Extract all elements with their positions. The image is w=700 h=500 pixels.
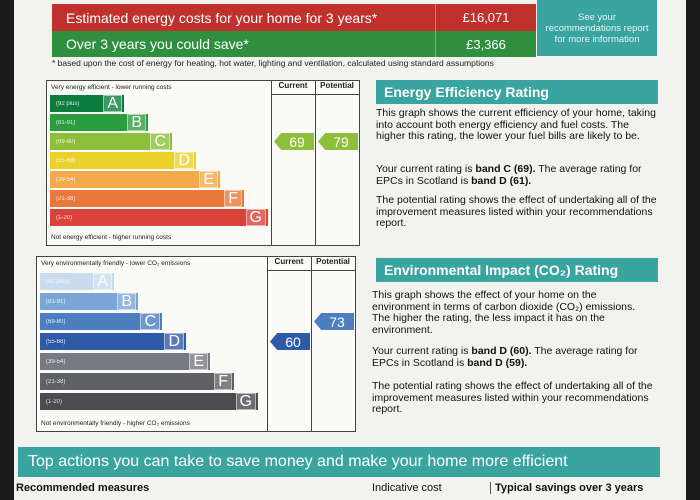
- energy-efficiency-chart: Very energy efficient - lower running co…: [46, 80, 360, 246]
- band-range: (69-80): [56, 138, 76, 145]
- band-letter: G: [235, 393, 256, 410]
- energy-potential-column: [315, 81, 316, 245]
- env-bottom-label: Not environmentally friendly - higher CO…: [41, 420, 190, 427]
- band-range: (81-91): [46, 298, 66, 305]
- band-letter: B: [117, 293, 136, 310]
- energy-bottom-label: Not energy efficient - higher running co…: [51, 234, 172, 241]
- band-range: (55-68): [56, 157, 76, 164]
- env-top-label: Very environmentally friendly - lower CO…: [41, 260, 191, 267]
- energy-efficiency-title: Energy Efficiency Rating: [376, 80, 658, 104]
- band-letter: B: [127, 114, 146, 131]
- env-description: This graph shows the effect of your home…: [372, 289, 636, 336]
- savings-label: Over 3 years you could save*: [66, 36, 249, 52]
- band-letter: F: [214, 373, 232, 390]
- env-current-rating-text: Your current rating is band D (60). The …: [372, 345, 638, 369]
- rating-band-g: (1-20) G: [40, 393, 258, 410]
- band-range: (21-38): [46, 378, 66, 385]
- band-letter: D: [164, 333, 184, 350]
- rating-band-g: (1-20) G: [50, 209, 268, 226]
- energy-potential-header: Potential: [315, 81, 359, 95]
- rating-band-d: (55-68) D: [40, 333, 186, 350]
- rating-band-b: (81-91) B: [40, 293, 138, 310]
- potential-rating-arrow: 73: [314, 313, 354, 330]
- band-letter: D: [174, 152, 194, 169]
- rating-band-c: (69-80) C: [50, 133, 172, 150]
- env-current-header: Current: [267, 257, 311, 271]
- band-letter: F: [224, 190, 242, 207]
- typical-savings-header: Typical savings over 3 years: [490, 482, 643, 494]
- band-range: (55-68): [46, 338, 66, 345]
- see-recommendations-note: See your recommendations report for more…: [537, 0, 657, 56]
- cost-footnote: * based upon the cost of energy for heat…: [52, 58, 494, 68]
- band-range: (1-20): [46, 398, 63, 405]
- potential-rating-arrow: 79: [318, 133, 358, 150]
- current-rating-arrow: 60: [270, 333, 310, 350]
- env-current-column: [267, 257, 268, 431]
- rating-band-a: (92 plus) A: [40, 273, 114, 290]
- band-range: (1-20): [56, 214, 73, 221]
- band-letter: E: [189, 353, 208, 370]
- band-range: (39-54): [46, 358, 66, 365]
- energy-description: This graph shows the current efficiency …: [376, 107, 656, 142]
- band-range: (92 plus): [46, 278, 70, 285]
- rating-band-c: (69-80) C: [40, 313, 162, 330]
- rating-band-f: (21-38) F: [50, 190, 244, 207]
- band-letter: A: [93, 273, 112, 290]
- energy-current-header: Current: [271, 81, 315, 95]
- current-rating-arrow: 69: [274, 133, 314, 150]
- band-letter: E: [199, 171, 218, 188]
- rating-band-a: (92 plus) A: [50, 95, 124, 112]
- indicative-cost-header: Indicative cost: [372, 482, 442, 494]
- energy-current-rating-text: Your current rating is band C (69). The …: [376, 163, 642, 187]
- env-potential-text: The potential rating shows the effect of…: [372, 380, 653, 415]
- savings-value: £3,366: [435, 31, 536, 57]
- top-actions-banner: Top actions you can take to save money a…: [18, 447, 660, 477]
- energy-potential-text: The potential rating shows the effect of…: [376, 194, 657, 229]
- epc-page: Estimated energy costs for your home for…: [14, 0, 686, 500]
- rating-band-e: (39-54) E: [40, 353, 210, 370]
- rating-band-f: (21-38) F: [40, 373, 234, 390]
- rating-band-b: (81-91) B: [50, 114, 148, 131]
- rating-band-d: (55-68) D: [50, 152, 196, 169]
- energy-top-label: Very energy efficient - lower running co…: [51, 84, 172, 91]
- recommended-measures-header: Recommended measures: [16, 482, 150, 494]
- estimated-cost-row: Estimated energy costs for your home for…: [52, 4, 536, 31]
- energy-current-column: [271, 81, 272, 245]
- estimated-cost-label: Estimated energy costs for your home for…: [66, 9, 378, 26]
- env-potential-column: [311, 257, 312, 431]
- band-letter: A: [103, 95, 122, 112]
- band-range: (69-80): [46, 318, 66, 325]
- env-potential-header: Potential: [311, 257, 355, 271]
- band-range: (21-38): [56, 195, 76, 202]
- savings-row: Over 3 years you could save* £3,366: [52, 31, 536, 57]
- band-letter: C: [150, 133, 170, 150]
- band-letter: C: [140, 313, 160, 330]
- rating-band-e: (39-54) E: [50, 171, 220, 188]
- environmental-impact-chart: Very environmentally friendly - lower CO…: [36, 256, 356, 432]
- band-range: (92 plus): [56, 100, 80, 107]
- band-range: (39-54): [56, 176, 76, 183]
- environmental-impact-title: Environmental Impact (CO₂) Rating: [376, 258, 658, 282]
- band-range: (81-91): [56, 119, 76, 126]
- band-letter: G: [245, 209, 266, 226]
- estimated-cost-value: £16,071: [435, 4, 536, 31]
